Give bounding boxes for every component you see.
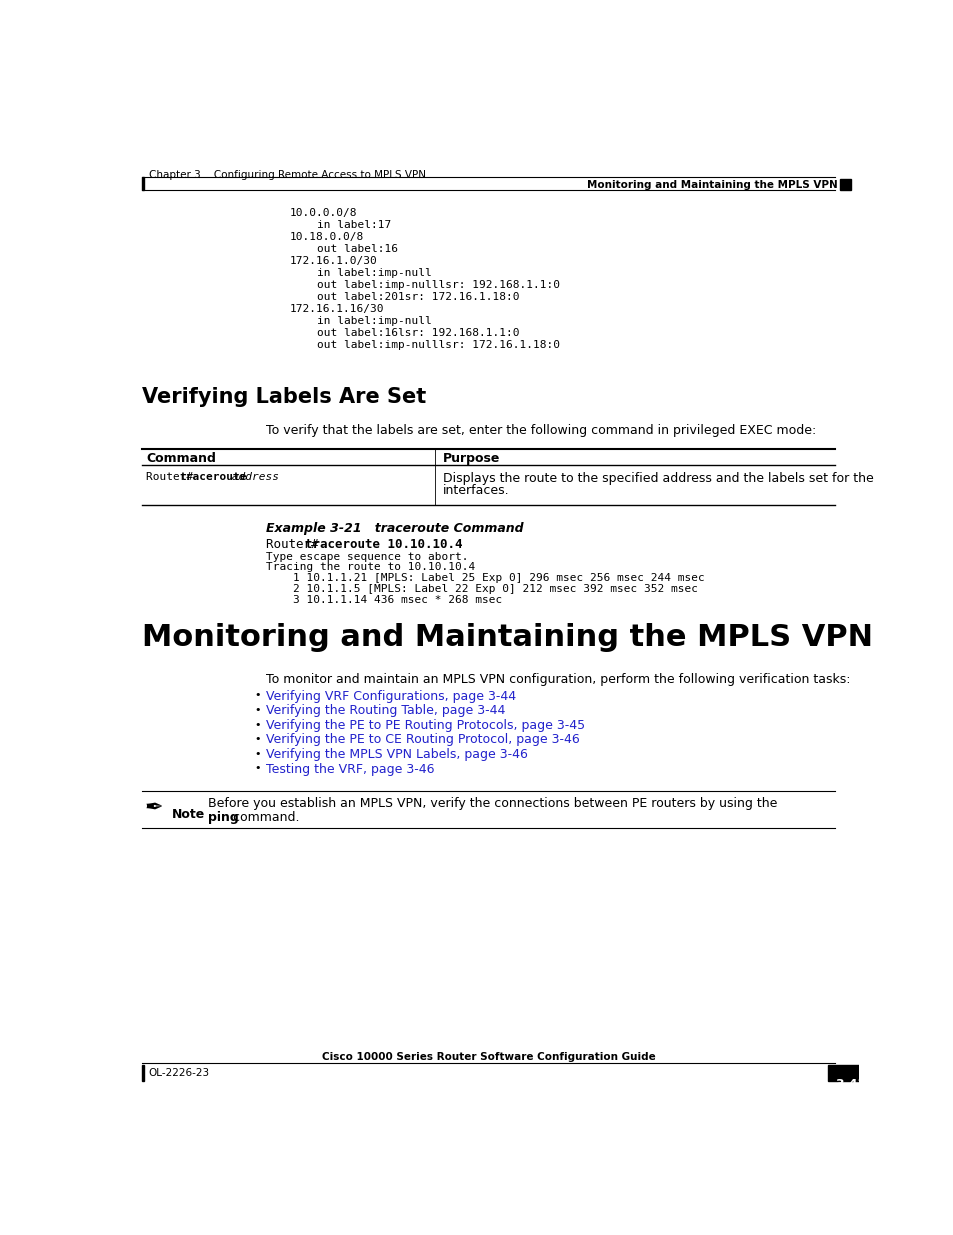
Text: traceroute: traceroute xyxy=(179,472,246,482)
Text: ping: ping xyxy=(208,811,239,824)
Text: Verifying VRF Configurations, page 3-44: Verifying VRF Configurations, page 3-44 xyxy=(266,689,517,703)
Text: •: • xyxy=(254,763,261,773)
Text: in label:imp-null: in label:imp-null xyxy=(290,268,431,278)
Text: 10.0.0.0/8: 10.0.0.0/8 xyxy=(290,209,356,219)
Text: address: address xyxy=(225,472,279,482)
Text: traceroute 10.10.10.4: traceroute 10.10.10.4 xyxy=(305,537,462,551)
Text: •: • xyxy=(254,705,261,715)
Text: out label:imp-nulllsr: 192.168.1.1:0: out label:imp-nulllsr: 192.168.1.1:0 xyxy=(290,280,559,290)
Text: Verifying the PE to PE Routing Protocols, page 3-45: Verifying the PE to PE Routing Protocols… xyxy=(266,719,585,732)
Text: Verifying the MPLS VPN Labels, page 3-46: Verifying the MPLS VPN Labels, page 3-46 xyxy=(266,748,528,761)
Text: Verifying the PE to CE Routing Protocol, page 3-46: Verifying the PE to CE Routing Protocol,… xyxy=(266,734,579,746)
Text: 172.16.1.0/30: 172.16.1.0/30 xyxy=(290,256,377,266)
Text: Router#: Router# xyxy=(146,472,200,482)
Text: OL-2226-23: OL-2226-23 xyxy=(149,1068,210,1078)
Text: To monitor and maintain an MPLS VPN configuration, perform the following verific: To monitor and maintain an MPLS VPN conf… xyxy=(266,673,850,685)
Text: 10.18.0.0/8: 10.18.0.0/8 xyxy=(290,232,364,242)
Text: •: • xyxy=(254,720,261,730)
Text: Before you establish an MPLS VPN, verify the connections between PE routers by u: Before you establish an MPLS VPN, verify… xyxy=(208,798,777,810)
Text: Verifying Labels Are Set: Verifying Labels Are Set xyxy=(142,387,426,406)
Text: Cisco 10000 Series Router Software Configuration Guide: Cisco 10000 Series Router Software Confi… xyxy=(322,1052,655,1062)
Text: Purpose: Purpose xyxy=(443,452,500,466)
Text: Tracing the route to 10.10.10.4: Tracing the route to 10.10.10.4 xyxy=(266,562,476,573)
Text: Type escape sequence to abort.: Type escape sequence to abort. xyxy=(266,552,469,562)
Text: •: • xyxy=(254,734,261,745)
Text: 3-43: 3-43 xyxy=(835,1078,865,1092)
Text: •: • xyxy=(254,690,261,700)
Text: command.: command. xyxy=(229,811,299,824)
Text: Testing the VRF, page 3-46: Testing the VRF, page 3-46 xyxy=(266,763,435,776)
Bar xyxy=(142,1065,144,1082)
Text: Command: Command xyxy=(146,452,216,466)
Bar xyxy=(840,179,850,190)
Text: Verifying the Routing Table, page 3-44: Verifying the Routing Table, page 3-44 xyxy=(266,704,505,718)
Text: Chapter 3    Configuring Remote Access to MPLS VPN: Chapter 3 Configuring Remote Access to M… xyxy=(149,169,425,180)
Text: Monitoring and Maintaining the MPLS VPN: Monitoring and Maintaining the MPLS VPN xyxy=(142,622,873,652)
Text: Router#: Router# xyxy=(266,537,326,551)
Text: To verify that the labels are set, enter the following command in privileged EXE: To verify that the labels are set, enter… xyxy=(266,424,816,437)
Bar xyxy=(827,1065,873,1082)
Text: in label:17: in label:17 xyxy=(290,220,391,230)
Text: Note: Note xyxy=(172,808,205,821)
Text: 2 10.1.1.5 [MPLS: Label 22 Exp 0] 212 msec 392 msec 352 msec: 2 10.1.1.5 [MPLS: Label 22 Exp 0] 212 ms… xyxy=(266,584,698,594)
Text: Displays the route to the specified address and the labels set for the: Displays the route to the specified addr… xyxy=(443,472,873,484)
Text: 3 10.1.1.14 436 msec * 268 msec: 3 10.1.1.14 436 msec * 268 msec xyxy=(266,595,502,605)
Text: •: • xyxy=(254,748,261,758)
Text: 172.16.1.16/30: 172.16.1.16/30 xyxy=(290,304,384,314)
Text: out label:imp-nulllsr: 172.16.1.18:0: out label:imp-nulllsr: 172.16.1.18:0 xyxy=(290,340,559,350)
Text: out label:16lsr: 192.168.1.1:0: out label:16lsr: 192.168.1.1:0 xyxy=(290,327,518,337)
Text: 1 10.1.1.21 [MPLS: Label 25 Exp 0] 296 msec 256 msec 244 msec: 1 10.1.1.21 [MPLS: Label 25 Exp 0] 296 m… xyxy=(266,573,704,583)
Text: out label:201sr: 172.16.1.18:0: out label:201sr: 172.16.1.18:0 xyxy=(290,291,518,301)
Text: Example 3-21   traceroute Command: Example 3-21 traceroute Command xyxy=(266,522,523,536)
Text: in label:imp-null: in label:imp-null xyxy=(290,316,431,326)
Text: ✒: ✒ xyxy=(145,798,163,818)
Text: out label:16: out label:16 xyxy=(290,245,397,254)
Bar xyxy=(142,178,144,190)
Text: interfaces.: interfaces. xyxy=(443,484,509,496)
Text: Monitoring and Maintaining the MPLS VPN: Monitoring and Maintaining the MPLS VPN xyxy=(586,180,837,190)
